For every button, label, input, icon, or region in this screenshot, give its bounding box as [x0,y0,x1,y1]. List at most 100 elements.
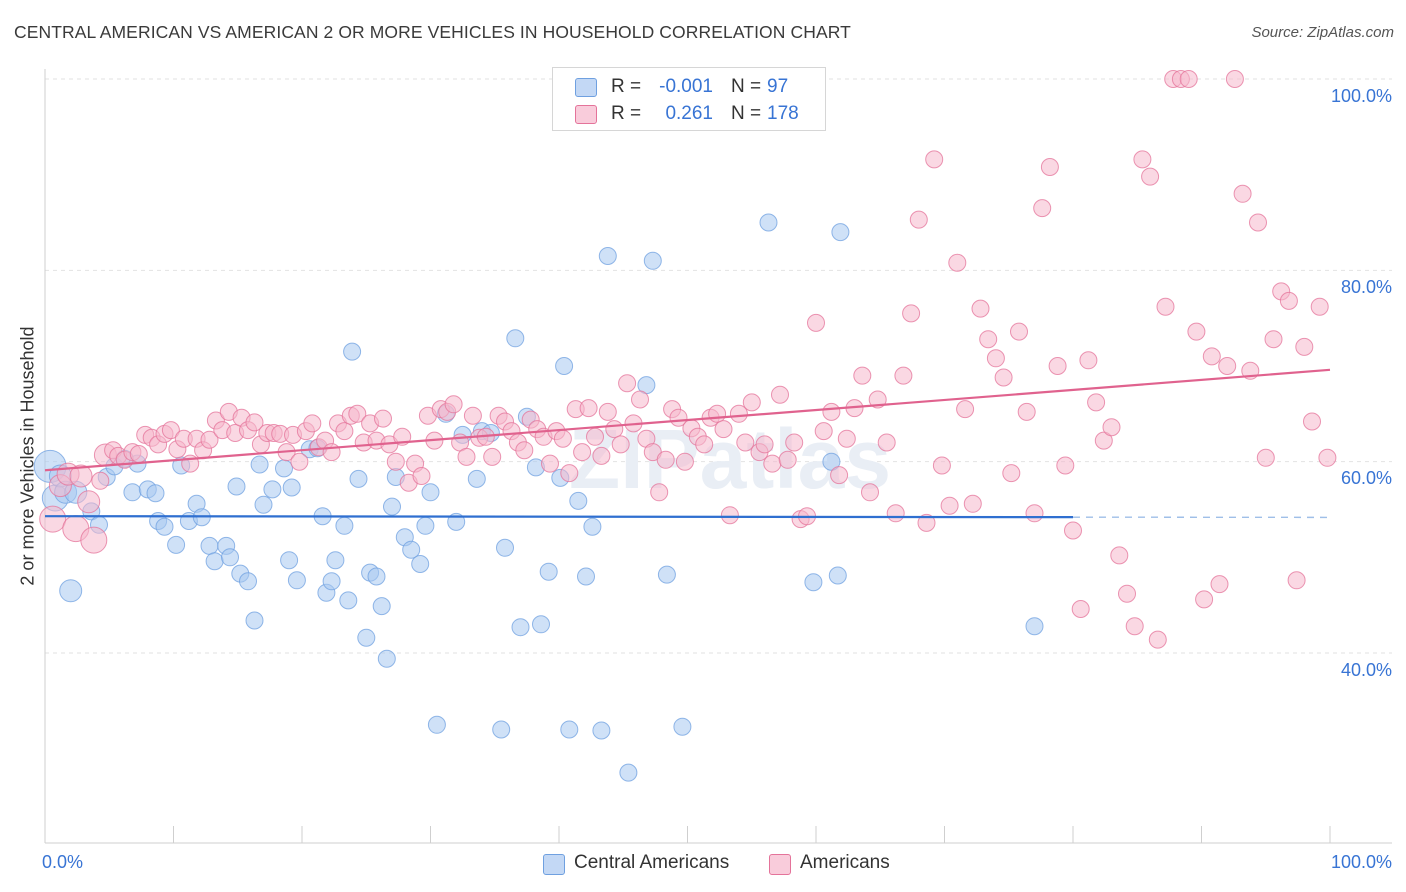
american-point [861,483,879,502]
central-american-point [335,516,354,535]
american-point [986,349,1005,368]
central-american-point [146,484,165,503]
american-point [979,330,998,349]
american-point [1287,571,1306,590]
central-american-point [592,721,611,740]
american-point [579,399,598,418]
american-point [69,464,93,488]
y-tick-label-100: 100.0% [1330,86,1392,106]
american-point [925,150,944,169]
american-point [1210,575,1229,594]
american-point [1071,600,1090,618]
central-american-point [343,342,362,361]
american-point [1156,297,1175,316]
blue-swatch [543,854,565,875]
n-label: N = [731,76,762,97]
y-tick-label-40: 40.0% [1340,660,1392,680]
n-label: N = [731,103,762,124]
american-point [742,393,761,412]
american-point [650,483,669,502]
central-american-point [239,572,257,591]
american-point [1125,617,1144,636]
n-value: 97 [767,76,789,97]
american-point [553,429,572,448]
american-point [1087,393,1106,412]
american-point [814,422,833,441]
central-american-point [326,551,345,570]
pink-swatch [769,854,791,875]
american-point [1133,150,1152,169]
american-point [886,504,905,523]
legend-row-central-americans: R = -0.001 N = 97 [553,74,825,100]
american-point [932,456,951,475]
american-point [1002,464,1021,483]
american-point [412,467,431,485]
american-point [457,447,476,466]
american-point [917,513,936,532]
trend-line-central-americans [44,515,1074,519]
central-american-point [322,572,341,591]
central-american-point [123,483,142,502]
central-american-point [421,483,440,502]
american-point [335,422,354,441]
r-value: -0.001 [659,76,713,97]
y-tick-label-80: 80.0% [1340,277,1392,297]
r-value: 0.261 [665,103,713,124]
central-american-point [511,618,530,637]
central-american-point [539,562,558,581]
american-point [348,404,367,423]
central-american-point [416,516,435,535]
american-point [1079,351,1098,370]
central-american-point [205,552,224,571]
american-point [245,413,264,432]
american-point [80,526,108,554]
american-point [956,400,975,419]
american-point [675,452,694,471]
american-point [894,366,913,385]
american-point [444,395,463,414]
american-point [560,464,579,483]
american-point [77,490,101,514]
american-point [1264,330,1283,349]
central-american-point [377,649,396,668]
american-point [708,404,727,423]
american-point [290,452,309,471]
american-point [785,433,804,452]
central-american-point [59,579,83,603]
american-point [303,414,322,433]
american-point [573,443,592,462]
central-american-point [569,491,588,510]
american-point [909,210,928,229]
american-point [853,366,872,385]
american-point [1102,418,1121,437]
central-american-point [227,477,246,496]
central-american-point [280,551,299,570]
american-point [948,253,967,272]
american-point [1110,546,1129,565]
central-american-point [254,495,273,514]
american-point [463,406,482,425]
american-point [631,390,649,409]
american-point [1279,291,1298,310]
american-point [940,496,959,515]
american-point [1148,630,1167,649]
american-point [1195,590,1214,609]
american-point [1310,297,1329,316]
legend-label: Central Americans [574,852,730,873]
central-american-point [245,611,264,630]
central-american-point [357,628,376,647]
central-american-point [506,329,525,348]
american-point [1179,70,1198,88]
legend-label: Americans [800,852,890,873]
central-american-point [349,469,368,488]
central-american-point [221,548,239,567]
american-point [91,471,110,490]
x-axis-max-label: 100.0% [1330,852,1392,872]
american-point [611,435,630,454]
central-american-point [287,571,306,590]
american-point [541,454,559,473]
american-point [763,454,782,473]
american-point [39,505,67,533]
central-american-point [583,517,602,536]
